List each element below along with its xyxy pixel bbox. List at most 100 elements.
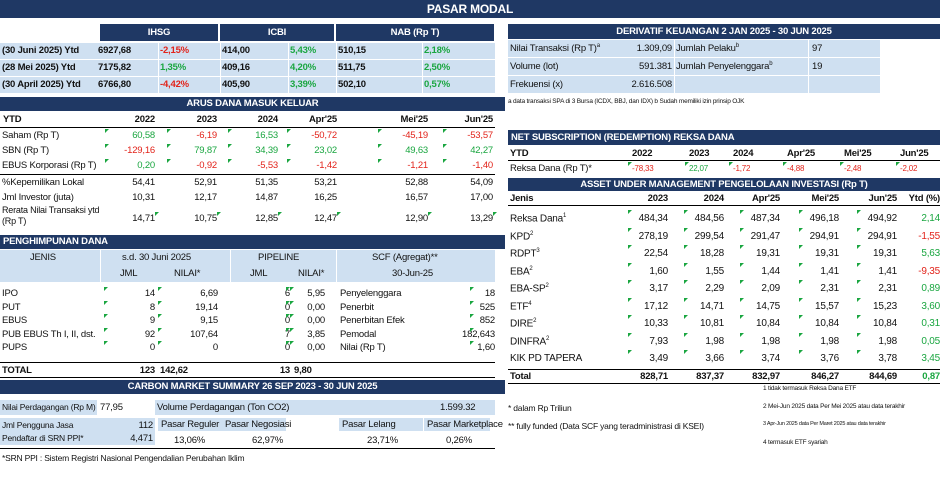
cell-marker-icon bbox=[155, 212, 159, 216]
index-value: 5,43% bbox=[290, 45, 316, 56]
header-underline bbox=[508, 160, 940, 161]
carbon-jml-value: 112 bbox=[138, 420, 153, 431]
aum-row-label: EBA2 bbox=[510, 265, 533, 277]
aum-value: 1,44 bbox=[761, 265, 780, 277]
index-value: 6927,68 bbox=[98, 45, 131, 56]
arus-value: 16,57 bbox=[405, 192, 428, 203]
cell-marker-icon bbox=[470, 300, 474, 305]
cell-marker-icon bbox=[628, 227, 632, 232]
aum-value: 1,41 bbox=[878, 265, 897, 277]
aum-value: 294,91 bbox=[809, 230, 840, 242]
aum-value: 10,84 bbox=[872, 318, 897, 329]
netsub-table: YTD 2022 2023 2024 Apr'25 Mei'25 Jun'25 Reksa D… bbox=[508, 146, 940, 178]
cell-marker-icon bbox=[287, 159, 291, 163]
aum-total-value: 837,37 bbox=[696, 370, 724, 382]
aum-value: 1,98 bbox=[820, 335, 839, 347]
cell-divider bbox=[220, 77, 221, 93]
arus-row-label: SBN (Rp T) bbox=[2, 145, 49, 156]
aum-ytd: 5,63 bbox=[921, 248, 940, 259]
cell-marker-icon bbox=[104, 314, 108, 318]
deriv-value: 2.616.508 bbox=[631, 79, 673, 90]
arus-value: 23,02 bbox=[314, 145, 337, 156]
cell-marker-icon bbox=[628, 297, 632, 302]
peng-pnilai: 0,00 bbox=[307, 301, 325, 313]
cell-divider bbox=[674, 76, 675, 93]
peng-header-2: JML NILAI* JML NILAI* 30-Jun-25 bbox=[0, 266, 495, 282]
footnotes: * dalam Rp Triliun ** fully funded (Data … bbox=[508, 382, 940, 482]
index-value: 4,20% bbox=[290, 62, 316, 73]
peng-scf-label: Penyelenggara bbox=[340, 288, 402, 299]
cell-marker-icon bbox=[857, 245, 861, 249]
aum-value: 1,98 bbox=[878, 335, 897, 347]
netsub-value: -2,48 bbox=[844, 164, 862, 173]
cell-marker-icon bbox=[167, 129, 171, 133]
cell-marker-icon bbox=[628, 280, 632, 284]
aum-total-value: 828,71 bbox=[640, 370, 668, 382]
arus-value: 12,85 bbox=[255, 213, 278, 224]
cell-marker-icon bbox=[740, 210, 744, 214]
peng-nilai: 107,64 bbox=[190, 328, 218, 340]
arus-value: -53,57 bbox=[467, 130, 493, 141]
aum-value: 487,34 bbox=[750, 213, 781, 224]
cell-marker-icon bbox=[628, 350, 632, 354]
aum-value: 19,31 bbox=[755, 248, 780, 259]
peng-scf-value: 182,643 bbox=[462, 328, 495, 340]
aum-total-ytd: 0,87 bbox=[922, 370, 940, 382]
netsub-header-year: Jun'25 bbox=[900, 148, 929, 159]
cell-divider bbox=[336, 43, 337, 59]
cell-marker-icon bbox=[286, 300, 290, 305]
arus-value: 49,63 bbox=[405, 145, 428, 156]
arus-value: -1,21 bbox=[407, 160, 428, 171]
aum-ytd: 3,60 bbox=[921, 300, 940, 312]
index-value: 510,15 bbox=[338, 45, 366, 56]
deriv-value: 1.309,09 bbox=[636, 43, 673, 54]
cell-marker-icon bbox=[158, 341, 162, 345]
cell-divider bbox=[336, 250, 337, 266]
cell-marker-icon bbox=[443, 159, 447, 163]
cell-marker-icon bbox=[783, 162, 787, 166]
aum-value: 15,23 bbox=[872, 300, 897, 312]
aum-value: 484,56 bbox=[694, 213, 725, 224]
total-topline bbox=[0, 362, 495, 363]
aum-value: 10,84 bbox=[755, 318, 780, 329]
aum-total-label: Total bbox=[510, 370, 531, 382]
netsub-header-year: 2023 bbox=[689, 148, 710, 159]
arus-header-year: Mei'25 bbox=[400, 114, 429, 125]
arus-value: 42,27 bbox=[470, 145, 493, 156]
cell-divider bbox=[288, 60, 289, 76]
netsub-value: -2,02 bbox=[900, 164, 918, 173]
cell-marker-icon bbox=[628, 245, 632, 249]
cell-marker-icon bbox=[799, 262, 803, 267]
cell-marker-icon bbox=[286, 341, 290, 345]
arus-value: 53,21 bbox=[314, 177, 337, 188]
arus-row-label: Saham (Rp T) bbox=[2, 130, 60, 141]
header-underline bbox=[0, 127, 495, 128]
carbon-market-name: Pasar Marketplace bbox=[427, 419, 503, 430]
deriv-value2: 19 bbox=[812, 61, 823, 72]
cell-marker-icon bbox=[287, 144, 291, 148]
total-topline bbox=[508, 368, 940, 370]
cell-marker-icon bbox=[799, 350, 803, 354]
cell-marker-icon bbox=[228, 129, 232, 133]
cell-marker-icon bbox=[628, 315, 632, 319]
aum-row-label: DIRE2 bbox=[510, 318, 537, 330]
aum-value: 15,57 bbox=[814, 300, 839, 312]
index-value: 0,57% bbox=[424, 79, 450, 90]
arus-value: 16,25 bbox=[314, 192, 337, 203]
aum-ytd: 3,45 bbox=[921, 353, 940, 364]
index-row-label: (30 April 2025) Ytd bbox=[2, 79, 81, 90]
header-icbi: ICBI bbox=[220, 24, 334, 41]
cell-marker-icon bbox=[684, 332, 688, 337]
aum-value: 14,75 bbox=[755, 300, 780, 312]
aum-value: 7,93 bbox=[649, 335, 668, 347]
index-value: 7175,82 bbox=[98, 62, 131, 73]
peng-pjml: 0 bbox=[284, 315, 290, 326]
carbon-market-value: 0,26% bbox=[446, 435, 472, 446]
index-value: 2,18% bbox=[424, 45, 450, 56]
carbon-market-label: Pasar Negosiasi bbox=[222, 418, 291, 431]
aum-table: Jenis 2023 2024 Apr'25 Mei'25 Jun'25 Ytd (%) Re… bbox=[508, 191, 940, 384]
peng-scf-value: 525 bbox=[479, 301, 495, 313]
netsub-value: -1,72 bbox=[733, 164, 751, 173]
arus-value: -129,16 bbox=[124, 145, 155, 156]
cell-marker-icon bbox=[684, 262, 688, 267]
